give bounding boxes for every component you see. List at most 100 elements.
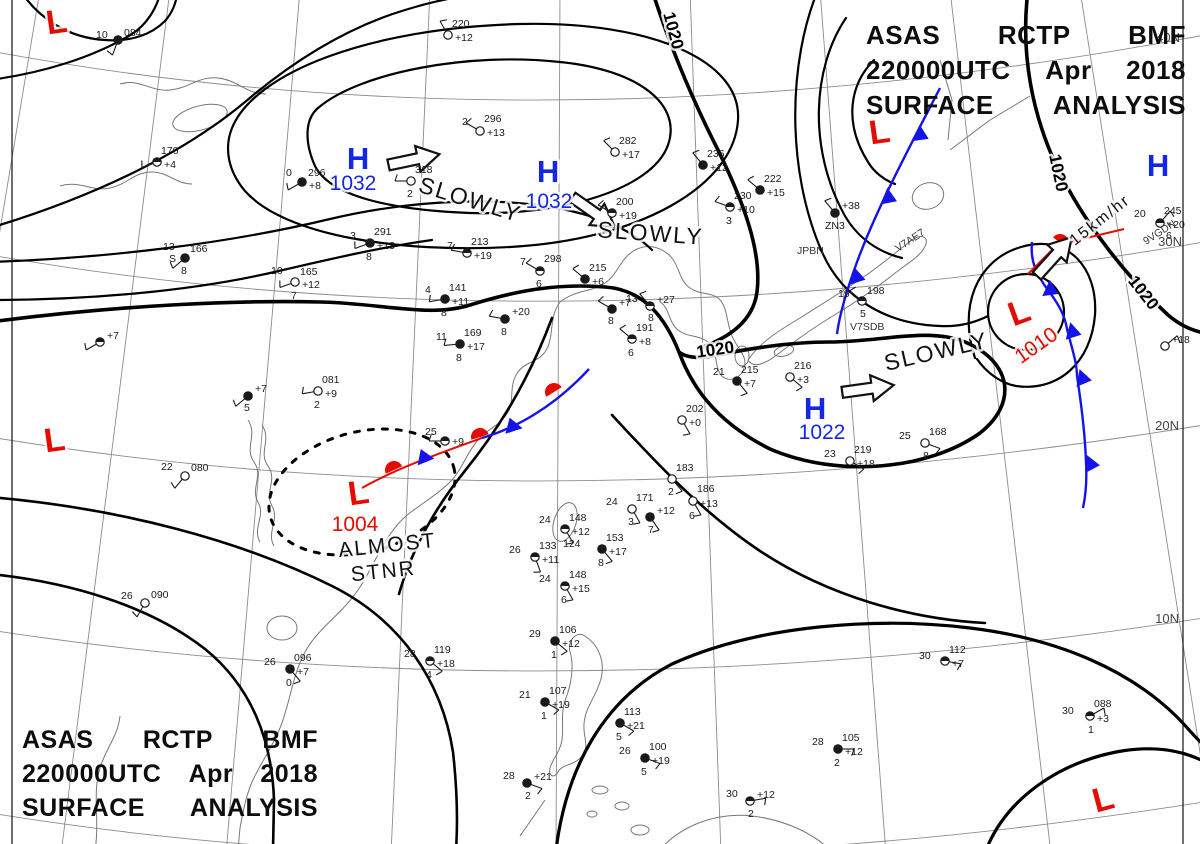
station-value: 8 xyxy=(456,352,462,364)
station-value: 216 xyxy=(794,360,812,372)
station-value: 29 xyxy=(529,628,541,640)
isobar-value-label: 1020 xyxy=(695,338,735,362)
station-value: +12 xyxy=(572,526,590,538)
station-value: +9 xyxy=(325,388,337,400)
coast-japan-honshu xyxy=(747,236,927,366)
title-word: RCTP xyxy=(997,20,1071,50)
station-value: +7 xyxy=(297,666,309,678)
station-circle xyxy=(607,304,617,314)
station-circle xyxy=(615,718,625,728)
station-circle xyxy=(550,636,560,646)
movement-arrow-icon xyxy=(567,191,617,229)
wind-barb-tick xyxy=(465,117,472,124)
station-circle-half xyxy=(560,581,570,586)
station-value: +7 xyxy=(255,383,267,395)
title-word: 2018 xyxy=(1126,55,1186,85)
wind-barb-tick xyxy=(694,514,702,517)
station-plot: +18 xyxy=(1160,334,1190,351)
station-value: 198 xyxy=(867,285,885,297)
station-value: 112 xyxy=(949,644,966,656)
station-plot: 213 +19 7 xyxy=(447,236,492,262)
station-circle-half xyxy=(560,524,570,529)
station-value: 8 xyxy=(366,251,372,263)
station-circle xyxy=(597,544,607,554)
station-value: 153 xyxy=(606,532,624,544)
station-value: 23 xyxy=(824,448,836,460)
station-value: 291 xyxy=(374,226,392,238)
station-circle xyxy=(290,277,300,287)
station-plot: 165+12 7 10 xyxy=(271,265,320,302)
wind-barb-tick xyxy=(1103,707,1106,715)
station-value: 124 xyxy=(563,538,581,550)
station-circle xyxy=(313,386,323,396)
station-value: +11 xyxy=(452,296,469,308)
station-value: +13 xyxy=(487,127,505,139)
wind-barb-tick xyxy=(170,481,176,489)
station-circle xyxy=(677,415,687,425)
station-circle-half xyxy=(940,656,950,661)
station-value: 236 xyxy=(707,148,725,160)
pressure-value-label: 1022 xyxy=(799,421,846,444)
isobar-se-corner xyxy=(986,747,1200,844)
station-circle xyxy=(640,753,650,763)
warm-front-semicircle xyxy=(471,428,489,440)
station-value: +12 xyxy=(845,746,863,758)
station-value: 8 xyxy=(181,265,187,277)
isobar-se-2 xyxy=(555,621,1200,844)
station-value: 215 xyxy=(589,262,607,274)
station-value: 245 xyxy=(1164,205,1182,217)
station-plot: 220+12 xyxy=(439,18,473,44)
station-value: 186 xyxy=(697,483,715,495)
station-value: 7 xyxy=(291,290,297,302)
station-plot: +122 30 xyxy=(726,788,775,820)
station-circle-half xyxy=(95,337,105,342)
station-value: 107 xyxy=(549,685,567,697)
station-value: 084 xyxy=(124,27,142,39)
station-value: 2 xyxy=(314,399,320,411)
isobar-se-1 xyxy=(610,413,987,625)
terrain-ridge-2 xyxy=(261,424,276,547)
isobar-1032-inner xyxy=(306,58,672,215)
station-circle-half xyxy=(440,436,450,441)
station-circle-half xyxy=(745,796,755,801)
station-value: 148 xyxy=(569,569,587,581)
coast-sakhalin xyxy=(939,59,953,141)
isobar-l1010-inner xyxy=(986,272,1066,352)
wind-barb-tick xyxy=(1169,210,1175,218)
station-circle xyxy=(406,176,416,186)
station-circle-half xyxy=(857,296,867,301)
ship-id-label: V7SDB xyxy=(850,321,884,333)
station-value: 22 xyxy=(161,461,173,473)
station-value: +12 xyxy=(757,789,775,801)
isobar-corner-nw-low-1 xyxy=(25,0,178,42)
wind-barb-tick xyxy=(692,149,700,154)
station-value: 0 xyxy=(286,167,292,179)
station-value: 24 xyxy=(539,573,551,585)
wind-barb-tick xyxy=(553,709,560,716)
wind-barb-tick xyxy=(232,399,237,407)
station-plot: 200+19 xyxy=(597,196,637,222)
station-value: 25 xyxy=(899,430,911,442)
movement-annotation: SLOWLY xyxy=(597,216,705,249)
fronts-layer xyxy=(361,87,1125,509)
high-pressure-symbol: H xyxy=(347,141,369,176)
title-word: ANALYSIS xyxy=(1052,90,1186,120)
station-value: +27 xyxy=(657,294,675,306)
station-value: 26 xyxy=(509,544,521,556)
isobar-ne-low-3 xyxy=(794,0,990,328)
coast-luzon xyxy=(549,634,603,777)
station-value: 30 xyxy=(726,788,738,800)
station-value: +3 xyxy=(1097,713,1109,725)
station-value: 219 xyxy=(854,444,872,456)
station-circle xyxy=(113,35,123,45)
title-word: RCTP xyxy=(142,726,213,754)
station-value: 081 xyxy=(322,374,340,386)
warm-front-semicircle xyxy=(545,383,562,397)
station-value: 222 xyxy=(764,173,782,185)
title-word: Apr xyxy=(188,760,234,788)
title-word: 220000UTC xyxy=(866,55,1011,85)
